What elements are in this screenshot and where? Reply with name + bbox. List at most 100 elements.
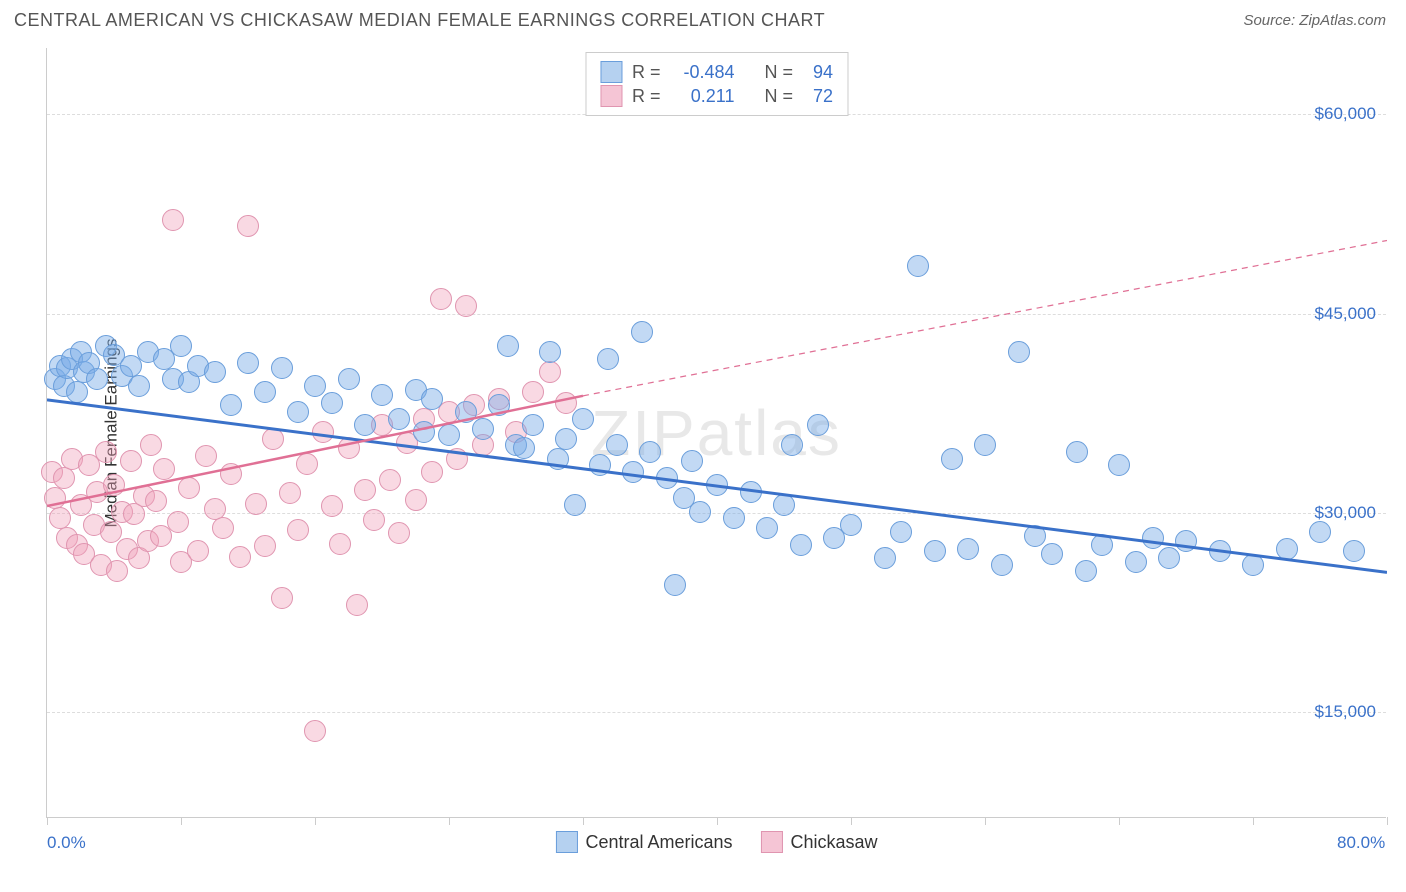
data-point xyxy=(187,540,209,562)
data-point xyxy=(128,375,150,397)
data-point xyxy=(539,341,561,363)
data-point xyxy=(807,414,829,436)
data-point xyxy=(145,490,167,512)
data-point xyxy=(597,348,619,370)
data-point xyxy=(446,448,468,470)
trend-line-dashed xyxy=(583,241,1387,396)
x-tick xyxy=(1253,817,1254,825)
data-point xyxy=(723,507,745,529)
data-point xyxy=(338,437,360,459)
data-point xyxy=(957,538,979,560)
data-point xyxy=(513,437,535,459)
x-tick xyxy=(985,817,986,825)
data-point xyxy=(195,445,217,467)
x-tick xyxy=(181,817,182,825)
data-point xyxy=(430,288,452,310)
y-axis-label: $45,000 xyxy=(1315,304,1376,324)
chart-plot-area: Median Female Earnings ZIPatlas R =-0.48… xyxy=(46,48,1386,818)
data-point xyxy=(304,720,326,742)
data-point xyxy=(438,424,460,446)
data-point xyxy=(1024,525,1046,547)
data-point xyxy=(178,477,200,499)
data-point xyxy=(153,458,175,480)
data-point xyxy=(212,517,234,539)
data-point xyxy=(388,522,410,544)
data-point xyxy=(1008,341,1030,363)
data-point xyxy=(371,384,393,406)
data-point xyxy=(49,507,71,529)
data-point xyxy=(941,448,963,470)
x-tick xyxy=(717,817,718,825)
data-point xyxy=(890,521,912,543)
data-point xyxy=(405,489,427,511)
data-point xyxy=(271,357,293,379)
x-tick xyxy=(449,817,450,825)
x-tick xyxy=(47,817,48,825)
data-point xyxy=(539,361,561,383)
data-point xyxy=(86,368,108,390)
data-point xyxy=(229,546,251,568)
data-point xyxy=(840,514,862,536)
data-point xyxy=(204,361,226,383)
x-axis-label: 0.0% xyxy=(47,833,86,853)
data-point xyxy=(296,453,318,475)
data-point xyxy=(1142,527,1164,549)
r-label: R = xyxy=(632,86,661,107)
data-point xyxy=(522,381,544,403)
data-point xyxy=(421,461,443,483)
data-point xyxy=(564,494,586,516)
data-point xyxy=(321,495,343,517)
data-point xyxy=(1091,534,1113,556)
correlation-legend-row: R =0.211N =72 xyxy=(600,85,833,107)
legend-swatch xyxy=(600,85,622,107)
data-point xyxy=(656,467,678,489)
chart-header: CENTRAL AMERICAN VS CHICKASAW MEDIAN FEM… xyxy=(0,0,1406,39)
data-point xyxy=(388,408,410,430)
data-point xyxy=(706,474,728,496)
data-point xyxy=(1343,540,1365,562)
series-legend-item: Chickasaw xyxy=(761,831,878,853)
data-point xyxy=(1041,543,1063,565)
x-tick xyxy=(851,817,852,825)
data-point xyxy=(220,394,242,416)
data-point xyxy=(44,487,66,509)
data-point xyxy=(279,482,301,504)
data-point xyxy=(1158,547,1180,569)
data-point xyxy=(287,401,309,423)
data-point xyxy=(631,321,653,343)
grid-line xyxy=(47,712,1386,713)
data-point xyxy=(312,421,334,443)
data-point xyxy=(589,454,611,476)
data-point xyxy=(237,352,259,374)
x-tick xyxy=(583,817,584,825)
data-point xyxy=(120,450,142,472)
data-point xyxy=(907,255,929,277)
r-value: 0.211 xyxy=(671,86,735,107)
legend-swatch xyxy=(555,831,577,853)
data-point xyxy=(321,392,343,414)
data-point xyxy=(522,414,544,436)
data-point xyxy=(354,479,376,501)
data-point xyxy=(622,461,644,483)
data-point xyxy=(1175,530,1197,552)
correlation-legend: R =-0.484N =94R =0.211N =72 xyxy=(585,52,848,116)
data-point xyxy=(790,534,812,556)
data-point xyxy=(95,441,117,463)
data-point xyxy=(689,501,711,523)
data-point xyxy=(103,474,125,496)
data-point xyxy=(354,414,376,436)
data-point xyxy=(363,509,385,531)
grid-line xyxy=(47,314,1386,315)
data-point xyxy=(472,418,494,440)
x-axis-label: 80.0% xyxy=(1337,833,1385,853)
watermark: ZIPatlas xyxy=(591,396,842,470)
data-point xyxy=(329,533,351,555)
y-axis-label: $30,000 xyxy=(1315,503,1376,523)
data-point xyxy=(555,428,577,450)
n-value: 94 xyxy=(803,62,833,83)
data-point xyxy=(681,450,703,472)
data-point xyxy=(1108,454,1130,476)
data-point xyxy=(413,421,435,443)
data-point xyxy=(338,368,360,390)
legend-swatch xyxy=(600,61,622,83)
